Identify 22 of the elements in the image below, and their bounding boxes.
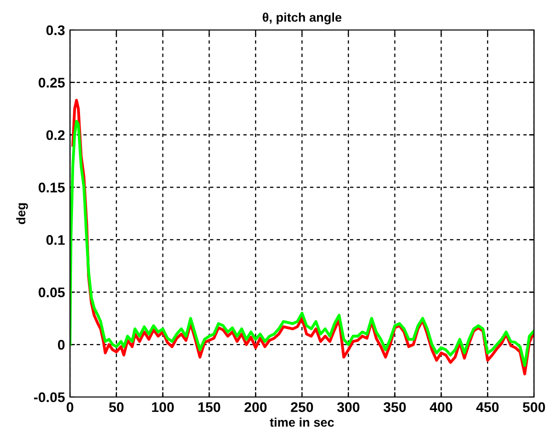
x-tick-label: 450 bbox=[476, 402, 499, 412]
x-tick-label: 500 bbox=[522, 402, 546, 412]
y-tick-label: 0.25 bbox=[38, 78, 65, 88]
y-tick-label: 0.05 bbox=[38, 287, 65, 298]
x-axis-title: time in sec bbox=[270, 418, 334, 427]
y-axis-title: deg bbox=[16, 203, 28, 224]
x-tick-label: 400 bbox=[430, 402, 452, 412]
chart-title: θ, pitch angle bbox=[262, 12, 342, 24]
y-tick-label: 0.15 bbox=[38, 182, 65, 192]
x-tick-label: 0 bbox=[66, 402, 74, 412]
x-tick-label: 50 bbox=[109, 402, 124, 412]
y-tick-label: 0.3 bbox=[46, 25, 65, 36]
x-tick-label: 250 bbox=[290, 402, 314, 412]
y-tick-label: 0.1 bbox=[46, 235, 65, 245]
y-tick-label: 0.2 bbox=[46, 130, 65, 140]
x-tick-label: 100 bbox=[152, 402, 174, 412]
x-tick-label: 350 bbox=[384, 402, 406, 412]
y-tick-label: 0 bbox=[58, 340, 65, 350]
y-tick-label: -0.05 bbox=[34, 392, 65, 402]
x-tick-label: 200 bbox=[244, 402, 267, 412]
x-tick-label: 150 bbox=[198, 402, 220, 412]
x-tick-label: 300 bbox=[337, 402, 360, 412]
